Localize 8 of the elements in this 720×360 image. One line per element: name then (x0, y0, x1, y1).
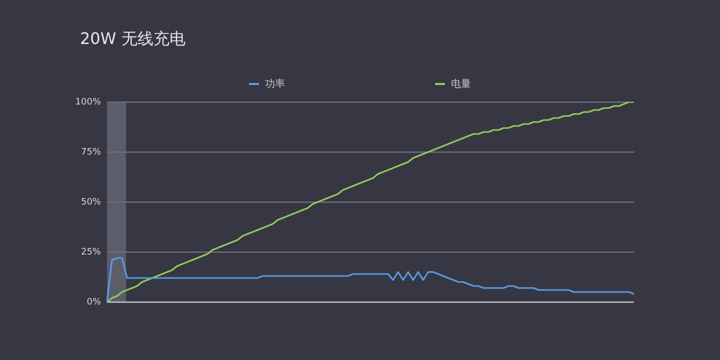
y-tick-label: 50% (80, 197, 102, 208)
legend-label: 功率 (265, 78, 285, 91)
y-tick-label: 25% (80, 247, 102, 258)
y-tick-label: 0% (86, 297, 102, 308)
chart-title: 20W 无线充电 (80, 29, 186, 50)
y-tick-label: 100% (75, 97, 102, 108)
legend-label: 电量 (451, 78, 471, 91)
y-tick-label: 75% (80, 147, 102, 158)
